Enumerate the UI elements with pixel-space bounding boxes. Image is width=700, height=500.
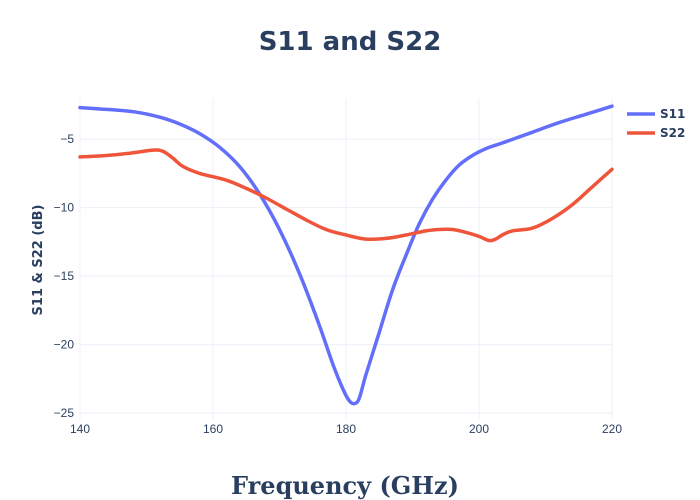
y-tick-label: −20 [54,338,75,352]
y-tick-label: −10 [54,201,75,215]
legend-label: S11 [660,107,685,121]
x-tick-label: 160 [203,422,223,436]
series-line-s11 [78,104,614,406]
x-tick-label: 140 [70,422,90,436]
series-line-s22 [78,148,614,243]
y-tick-label: −5 [60,132,74,146]
y-axis-label: S11 & S22 (dB) [31,205,46,316]
legend-label: S22 [660,126,685,140]
grid-layer [79,98,613,420]
y-tick-label: −15 [54,269,75,283]
tick-layer: 140 160 180 200 220 −5 −10 −15 −20 −25 [54,132,623,436]
y-tick-label: −25 [54,406,75,420]
legend-item-s11[interactable]: S11 [627,107,685,121]
series-layer [78,104,614,406]
x-tick-label: 180 [336,422,356,436]
x-axis-label: Frequency (GHz) [231,471,459,500]
chart-title: S11 and S22 [259,27,442,57]
x-tick-label: 220 [602,422,622,436]
legend-item-s22[interactable]: S22 [627,126,685,140]
x-tick-label: 200 [469,422,489,436]
